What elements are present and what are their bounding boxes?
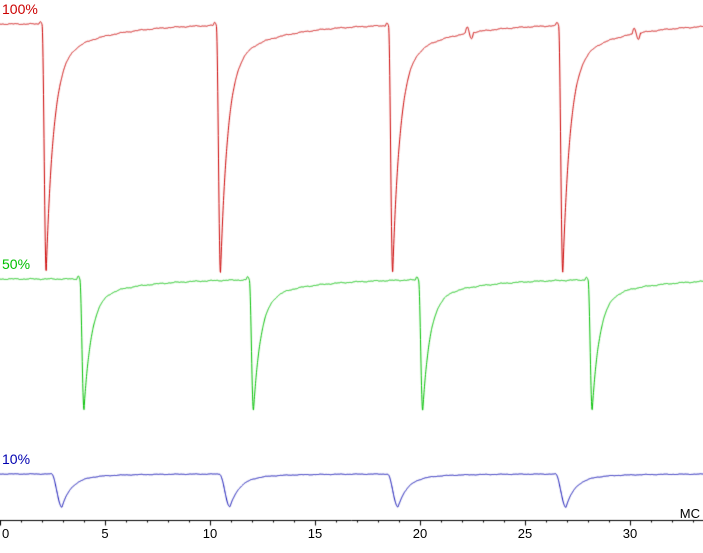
x-tick-label-0: 0 [2,526,10,541]
x-tick-label-20: 20 [412,526,428,541]
x-axis-unit-label: МС [679,506,700,521]
series-label-10%: 10% [2,451,31,467]
series-label-50%: 50% [2,256,31,272]
x-tick-label-30: 30 [622,526,638,541]
series-label-100%: 100% [2,1,38,17]
x-tick-label-10: 10 [202,526,218,541]
x-tick-label-5: 5 [101,526,109,541]
x-tick-label-25: 25 [517,526,533,541]
x-tick-label-15: 15 [307,526,323,541]
